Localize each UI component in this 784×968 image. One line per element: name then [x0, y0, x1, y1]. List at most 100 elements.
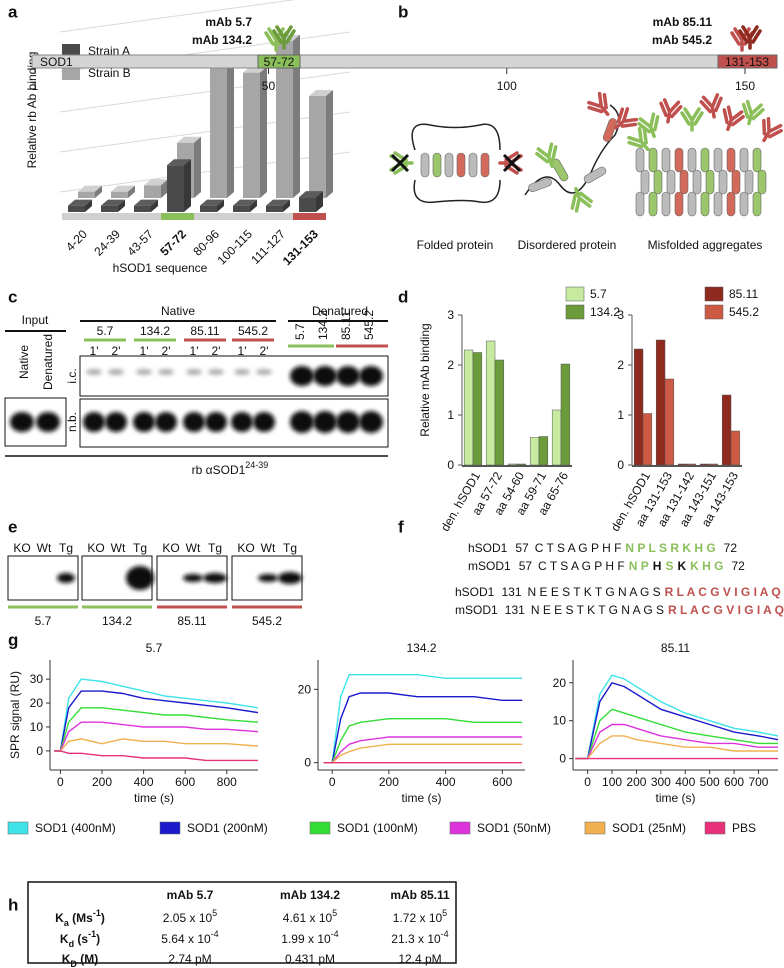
- legend-swatch: [309, 821, 331, 835]
- bar-side: [326, 90, 333, 198]
- band: [105, 412, 127, 432]
- sensorgram: [323, 743, 523, 764]
- bar: [485, 340, 496, 466]
- bar: [101, 205, 118, 212]
- base-strip: [194, 213, 227, 220]
- cell-part: 4.61 x 10: [283, 911, 333, 925]
- row-label-part: ): [101, 911, 105, 925]
- base-strip: [128, 213, 161, 220]
- lane-label: Wt: [111, 541, 126, 555]
- y-axis-label: SPR signal (RU): [8, 671, 22, 759]
- bar: [642, 413, 653, 466]
- wall-line: [59, 0, 296, 33]
- row-label: Ka (Ms-1): [55, 908, 105, 928]
- bar: [730, 430, 741, 466]
- y-tick-label: 20: [553, 676, 567, 690]
- bar: [276, 40, 293, 198]
- bar-top: [200, 199, 224, 206]
- helix: [726, 191, 736, 217]
- helix: [687, 147, 697, 173]
- y-tick-label: 2: [617, 358, 624, 372]
- band: [336, 411, 360, 433]
- bar-side: [85, 199, 92, 212]
- helix: [468, 152, 478, 178]
- x-tick-label: 24-39: [91, 227, 123, 259]
- time-label: 2': [260, 344, 269, 358]
- caption: Misfolded aggregates: [648, 238, 763, 252]
- helix: [674, 191, 684, 217]
- x-axis-label: time (s): [656, 791, 696, 805]
- bar: [538, 436, 549, 466]
- x-tick-label: 700: [748, 775, 768, 789]
- lane-label: Tg: [283, 541, 297, 555]
- bar-side: [283, 199, 290, 212]
- band: [183, 574, 203, 582]
- bar-side: [250, 199, 257, 212]
- antibody-label: 134.2: [102, 614, 132, 628]
- cell-part: 2.05 x 10: [163, 911, 213, 925]
- bar-top: [144, 179, 168, 186]
- legend-label: 134.2: [590, 305, 620, 319]
- time-label: 2': [212, 344, 221, 358]
- bar: [463, 349, 474, 466]
- panel-label: b: [398, 3, 408, 22]
- helix: [718, 169, 728, 195]
- y-tick-label: 0: [304, 756, 311, 770]
- caption: Disordered protein: [518, 238, 617, 252]
- sensorgram: [54, 690, 259, 752]
- legend-label: SOD1 (400nM): [35, 821, 116, 835]
- row-label: i.c.: [65, 368, 79, 383]
- legend-swatch: [704, 821, 726, 835]
- x-tick-label: 0: [584, 775, 591, 789]
- sensorgram: [575, 681, 779, 760]
- helix: [731, 169, 741, 195]
- legend-label: SOD1 (100nM): [337, 821, 418, 835]
- bar: [111, 191, 128, 198]
- helix: [726, 147, 736, 173]
- helix: [739, 191, 749, 217]
- header: Input: [22, 313, 49, 327]
- y-tick-label: 3: [447, 308, 454, 322]
- antibody-icon: [614, 107, 639, 130]
- x-axis-label: time (s): [402, 791, 442, 805]
- legend-swatch: [565, 304, 585, 320]
- helix: [757, 169, 767, 195]
- antibody-shape: [535, 142, 558, 169]
- cell-part: 5: [442, 908, 447, 918]
- helix: [648, 191, 658, 217]
- bar: [200, 205, 217, 212]
- antibody-icon: [680, 107, 704, 132]
- cell: 2.74 pM: [168, 952, 211, 966]
- band: [36, 412, 60, 432]
- row-label-part: K: [55, 911, 64, 925]
- sequence-row: mSOD1 131 N E E S T K T G N A G S R L A C G…: [455, 603, 784, 617]
- helix: [679, 169, 689, 195]
- x-tick-label: 400: [675, 775, 695, 789]
- bar-side: [194, 136, 201, 198]
- x-axis-label: time (s): [134, 791, 174, 805]
- sensorgram: [575, 674, 779, 760]
- helix: [752, 191, 762, 217]
- wall-line: [59, 111, 351, 153]
- x-tick-label: 0: [329, 775, 336, 789]
- base-strip: [227, 213, 260, 220]
- time-label: 1': [238, 344, 247, 358]
- bar: [309, 96, 326, 198]
- band: [258, 574, 278, 582]
- lane-label: Native: [17, 345, 31, 379]
- bar-top: [177, 136, 201, 143]
- cell-part: 5: [212, 908, 217, 918]
- residues: N P L S R K H G: [625, 541, 715, 555]
- bar-top: [78, 185, 102, 192]
- antibody-icon: [637, 112, 660, 139]
- x-tick-label: 400: [436, 775, 456, 789]
- helix: [687, 191, 697, 217]
- sensorgram: [54, 707, 259, 752]
- panel-label: f: [398, 518, 404, 537]
- helix: [752, 147, 762, 173]
- chart-title: 5.7: [146, 641, 163, 655]
- row-label-part: a: [64, 918, 70, 928]
- lane-label: 85.11: [339, 311, 353, 340]
- x-tick-label: 131-153: [280, 227, 321, 268]
- cell: 4.61 x 105: [283, 908, 337, 925]
